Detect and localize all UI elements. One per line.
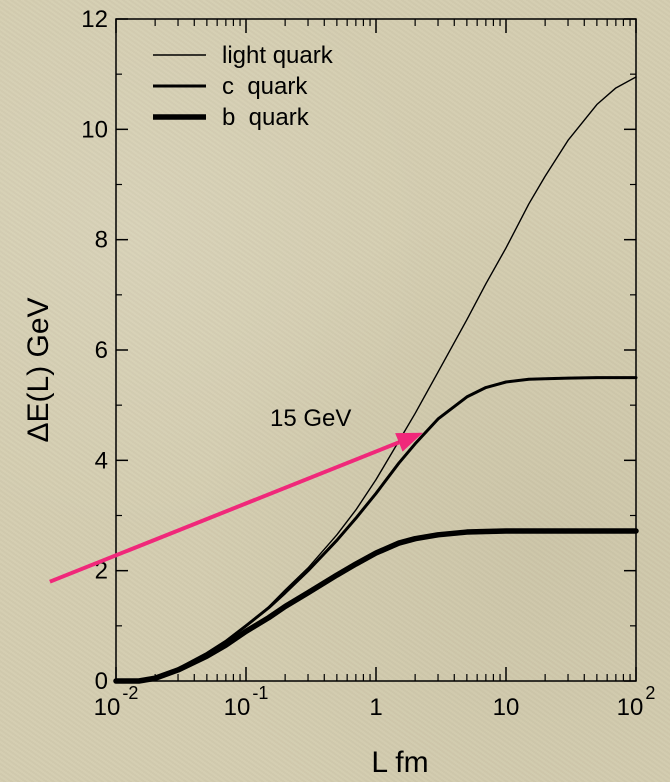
legend: light quark c quark b quark	[153, 42, 334, 131]
x-tick-label: 102	[617, 683, 656, 721]
y-tick-label: 0	[95, 668, 108, 695]
x-axis-ticks: 10-210-11 10 102	[94, 19, 656, 721]
y-axis-label: ΔE(L) GeV	[22, 297, 55, 442]
legend-label: light quark	[222, 42, 334, 69]
y-tick-label: 10	[81, 116, 108, 143]
y-tick-label: 6	[95, 337, 108, 364]
x-tick-exponent: -1	[252, 683, 268, 703]
x-tick-base: 10	[493, 694, 520, 721]
arrow-head	[395, 432, 424, 452]
x-axis-label: L fm	[371, 746, 428, 779]
annotation-15-gev: 15 GeV	[270, 405, 351, 432]
x-tick-base: 10	[224, 694, 251, 721]
x-tick-label: 1	[369, 694, 382, 721]
y-tick-label: 12	[81, 6, 108, 33]
x-tick-base: 1	[369, 694, 382, 721]
series-line-b-quark	[113, 528, 639, 684]
arrow-shaft	[49, 440, 400, 584]
y-tick-label: 4	[95, 447, 108, 474]
pointer-arrow	[49, 432, 424, 584]
x-tick-exponent: -2	[122, 683, 138, 703]
x-tick-label: 10-1	[224, 683, 269, 721]
x-tick-label: 10-2	[94, 683, 139, 721]
x-tick-label: 10	[493, 694, 520, 721]
legend-label: c quark	[222, 73, 308, 100]
series-lines	[113, 76, 639, 684]
y-tick-label: 8	[95, 227, 108, 254]
x-tick-base: 10	[617, 694, 644, 721]
x-tick-base: 10	[94, 694, 121, 721]
legend-label: b quark	[222, 104, 310, 131]
x-tick-exponent: 2	[645, 683, 655, 703]
